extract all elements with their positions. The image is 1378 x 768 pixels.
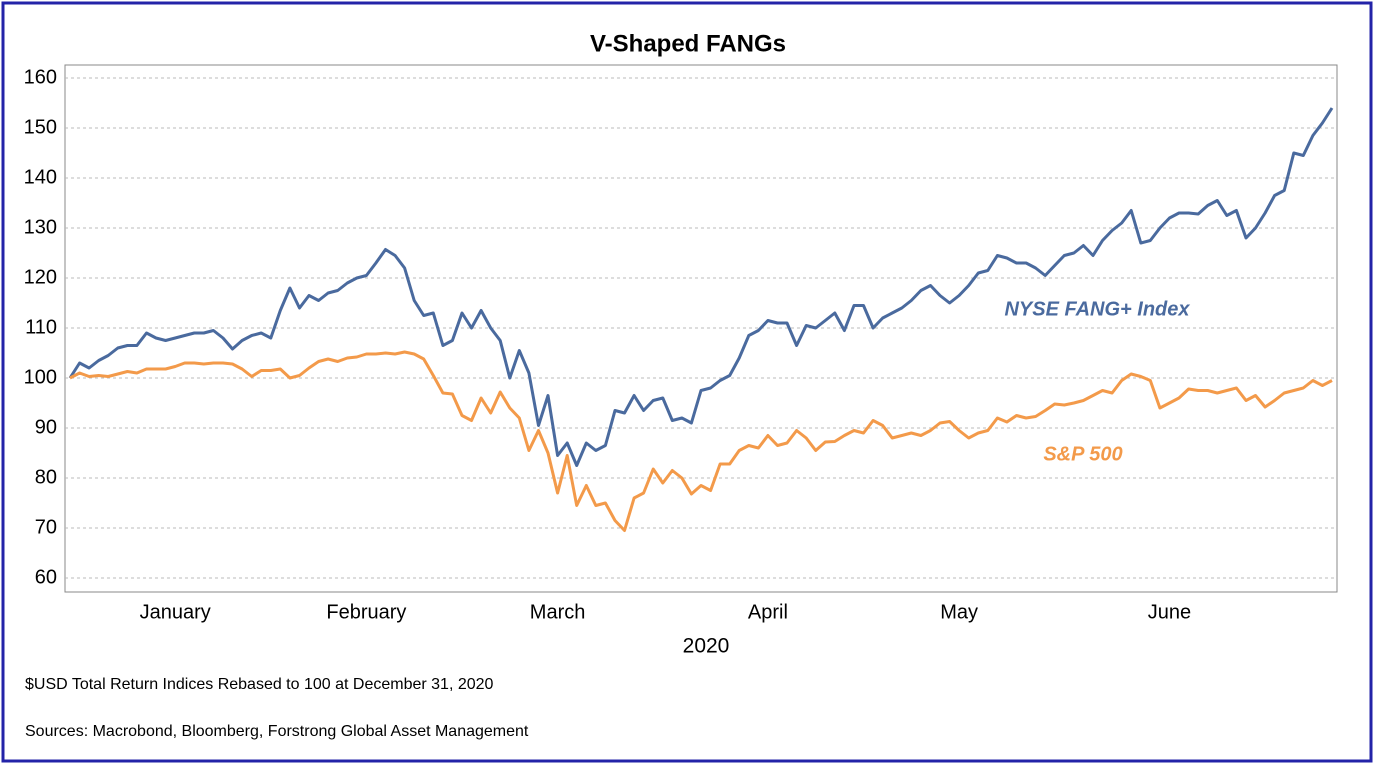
x-axis-label: 2020 bbox=[683, 635, 730, 658]
y-tick-label: 90 bbox=[35, 416, 57, 438]
note: $USD Total Return Indices Rebased to 100… bbox=[25, 676, 494, 693]
x-tick-label: March bbox=[530, 601, 586, 623]
y-tick-label: 130 bbox=[24, 216, 57, 238]
y-tick-label: 110 bbox=[25, 316, 57, 338]
chart-title: V-Shaped FANGs bbox=[590, 30, 786, 57]
series-line bbox=[68, 107, 1334, 467]
y-tick-label: 100 bbox=[24, 366, 57, 388]
series-line bbox=[69, 350, 1333, 532]
y-tick-label: 160 bbox=[24, 66, 57, 88]
x-tick-label: February bbox=[326, 601, 406, 623]
x-tick-label: June bbox=[1148, 601, 1191, 623]
x-tick-label: April bbox=[748, 601, 788, 623]
y-tick-label: 150 bbox=[24, 116, 57, 138]
y-tick-label: 140 bbox=[24, 166, 57, 188]
series-label: S&P 500 bbox=[1043, 443, 1122, 465]
y-tick-label: 120 bbox=[24, 266, 57, 288]
y-tick-label: 60 bbox=[35, 566, 57, 588]
note: Sources: Macrobond, Bloomberg, Forstrong… bbox=[25, 723, 529, 740]
y-tick-label: 70 bbox=[35, 516, 57, 538]
y-tick-label: 80 bbox=[35, 466, 57, 488]
x-tick-label: May bbox=[940, 601, 978, 623]
x-tick-label: January bbox=[140, 601, 211, 623]
series-label: NYSE FANG+ Index bbox=[1004, 298, 1190, 320]
